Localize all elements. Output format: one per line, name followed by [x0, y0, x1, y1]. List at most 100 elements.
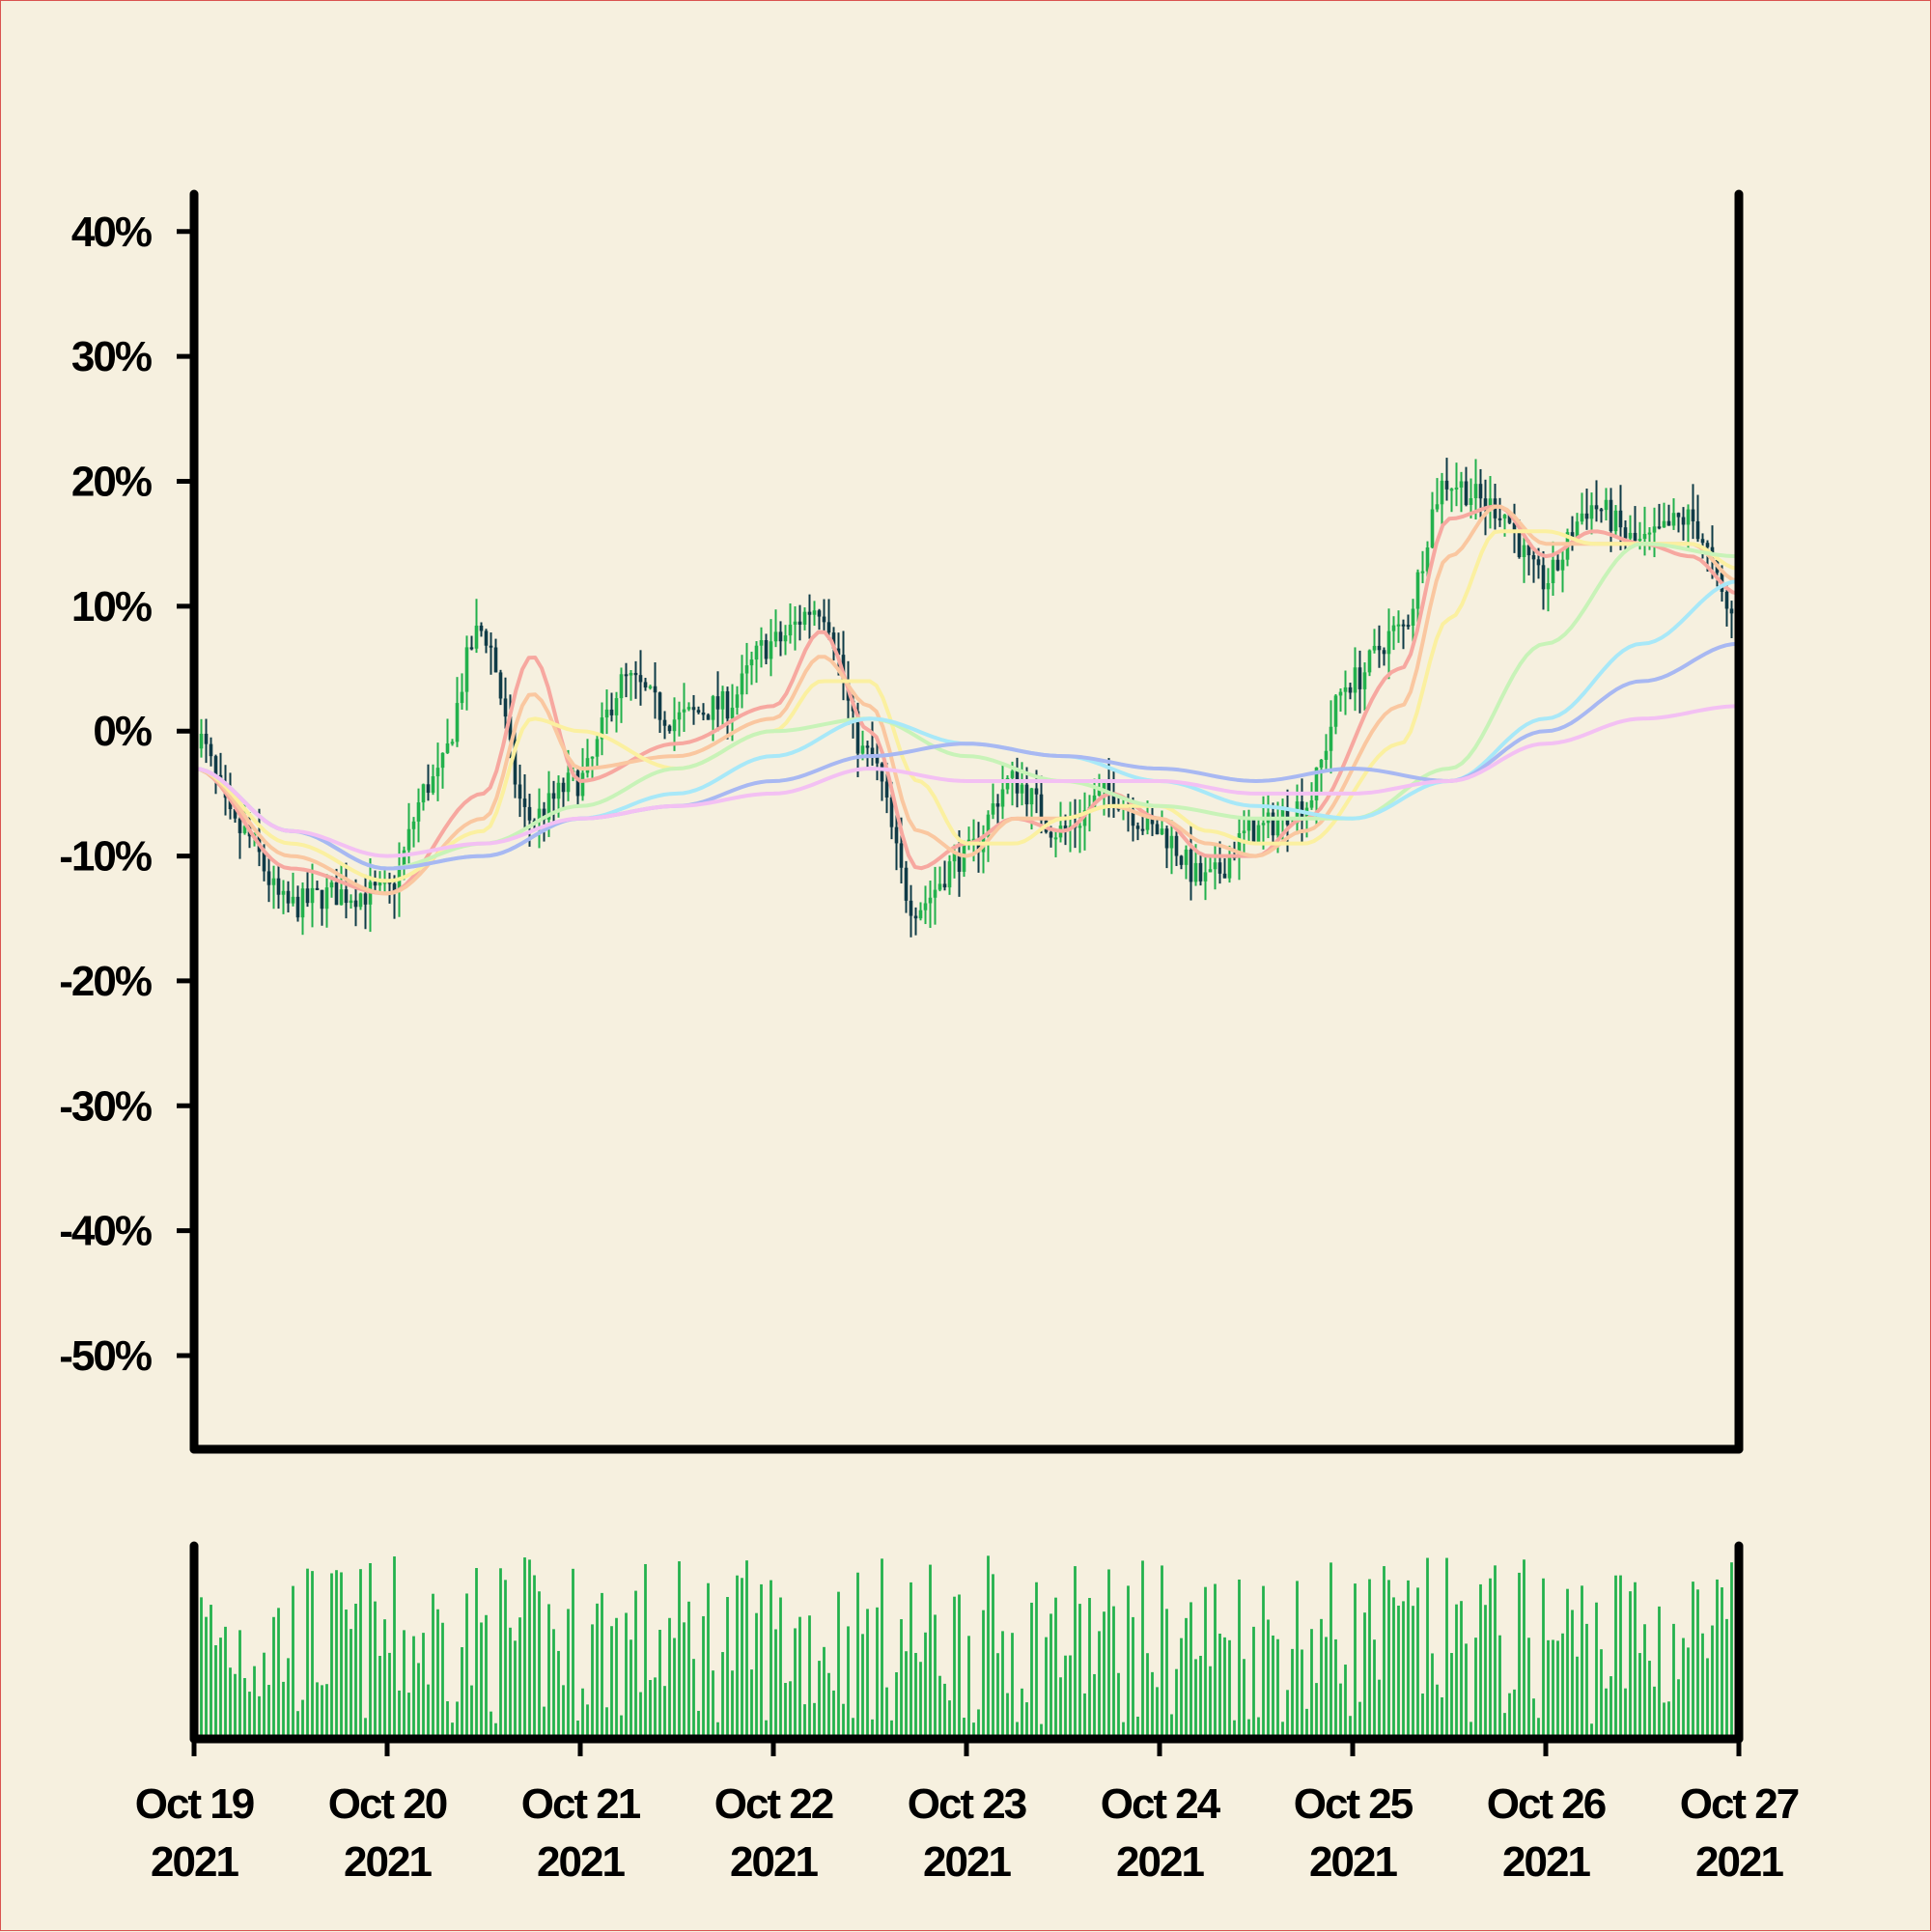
candle-body [1546, 582, 1551, 590]
x-tick-label-year: 2021 [344, 1838, 432, 1886]
volume-bar [639, 1692, 642, 1739]
volume-bar [412, 1636, 415, 1739]
candle-body [648, 686, 653, 688]
volume-bar [1600, 1649, 1603, 1739]
volume-bar [581, 1688, 584, 1739]
candle-body [1478, 484, 1483, 499]
candle-body [1010, 770, 1015, 778]
y-tick-label: -20% [59, 958, 152, 1005]
volume-bar [770, 1580, 772, 1739]
volume-bar [1469, 1722, 1472, 1739]
volume-bar [1716, 1579, 1719, 1739]
volume-bar [1291, 1648, 1294, 1739]
volume-bar [441, 1622, 444, 1739]
volume-bar [716, 1722, 719, 1739]
candle-body [802, 611, 807, 625]
candle-body [1507, 515, 1512, 523]
volume-bar [813, 1702, 816, 1739]
volume-bar [1696, 1589, 1699, 1739]
volume-bar [818, 1661, 821, 1739]
volume-bar [1667, 1701, 1670, 1739]
candle-body [1459, 481, 1464, 488]
volume-bar [1426, 1557, 1429, 1739]
candle-body [378, 882, 382, 886]
volume-bar [436, 1609, 439, 1739]
volume-bar [900, 1619, 903, 1739]
candle-body [286, 890, 291, 904]
volume-bar [1136, 1716, 1139, 1739]
volume-bar [1001, 1631, 1004, 1739]
candle-body [629, 672, 633, 676]
candle-body [1362, 672, 1367, 689]
volume-bar [885, 1687, 888, 1739]
price-panel: 40% 30% 20% 10% 0% -10% -20% -30% -40% -50% [59, 189, 1744, 1454]
candle-body [1695, 520, 1700, 540]
y-tick-label: 10% [71, 583, 152, 630]
y-tick-label: -10% [59, 833, 152, 881]
candle-body [875, 757, 880, 764]
candle-body [580, 772, 585, 797]
volume-bar [1252, 1626, 1255, 1739]
volume-bar [1619, 1575, 1622, 1739]
x-tick-label-year: 2021 [1502, 1838, 1590, 1886]
volume-bar [1460, 1601, 1463, 1739]
candle-body [387, 882, 392, 884]
candle-body [1657, 526, 1662, 529]
candle-body [942, 883, 947, 888]
volume-bar [576, 1721, 579, 1739]
candle-body [986, 814, 991, 837]
moving-average-line-5 [193, 579, 1740, 871]
candle-body [1222, 873, 1227, 879]
candle-body [662, 719, 667, 726]
volume-bar [210, 1605, 212, 1739]
candle-body [991, 803, 995, 815]
volume-bar [509, 1627, 512, 1739]
candle-body [928, 897, 933, 904]
volume-bar [871, 1719, 874, 1739]
candle-body [894, 826, 899, 844]
volume-bar [1103, 1611, 1105, 1739]
candle-body [503, 698, 508, 717]
moving-average-line-1 [193, 504, 1740, 896]
candle-body [1483, 498, 1488, 510]
y-tick-label: -30% [59, 1082, 152, 1130]
volume-bar [451, 1722, 454, 1739]
volume-bar [238, 1630, 241, 1739]
y-tick-label: -50% [59, 1332, 152, 1380]
volume-bar [1687, 1647, 1690, 1739]
candle-body [1169, 835, 1174, 849]
volume-bar [350, 1629, 352, 1739]
x-tick-label-date: Oct 26 [1487, 1780, 1606, 1828]
candle-body [484, 630, 489, 646]
volume-bar [1494, 1565, 1497, 1739]
volume-bar [1083, 1693, 1086, 1739]
volume-bar [741, 1578, 743, 1739]
candle-body [672, 719, 677, 732]
candle-body [913, 915, 918, 919]
candle-body [1647, 532, 1652, 535]
candle-body [1570, 532, 1575, 540]
volume-bar [697, 1710, 700, 1739]
volume-bar [934, 1614, 937, 1739]
volume-bar [494, 1722, 497, 1739]
candle-body [1469, 498, 1473, 505]
volume-bar [359, 1569, 362, 1739]
y-tick-label: -40% [59, 1208, 152, 1255]
volume-bar [890, 1720, 893, 1739]
volume-bar [306, 1568, 309, 1739]
volume-bar [1629, 1591, 1632, 1739]
volume-bar [1069, 1655, 1072, 1739]
candle-body [1343, 686, 1348, 692]
volume-bar [1585, 1623, 1588, 1739]
volume-bar [1532, 1698, 1535, 1739]
candle-body [880, 763, 884, 782]
volume-bar [1262, 1585, 1265, 1739]
candle-body [1256, 825, 1261, 844]
volume-bar [687, 1601, 690, 1739]
candle-body [1155, 824, 1160, 835]
candle-body [1522, 545, 1526, 557]
candle-body [1473, 484, 1478, 499]
volume-bar [393, 1556, 396, 1739]
volume-bar [702, 1615, 705, 1739]
volume-bar [514, 1640, 517, 1739]
